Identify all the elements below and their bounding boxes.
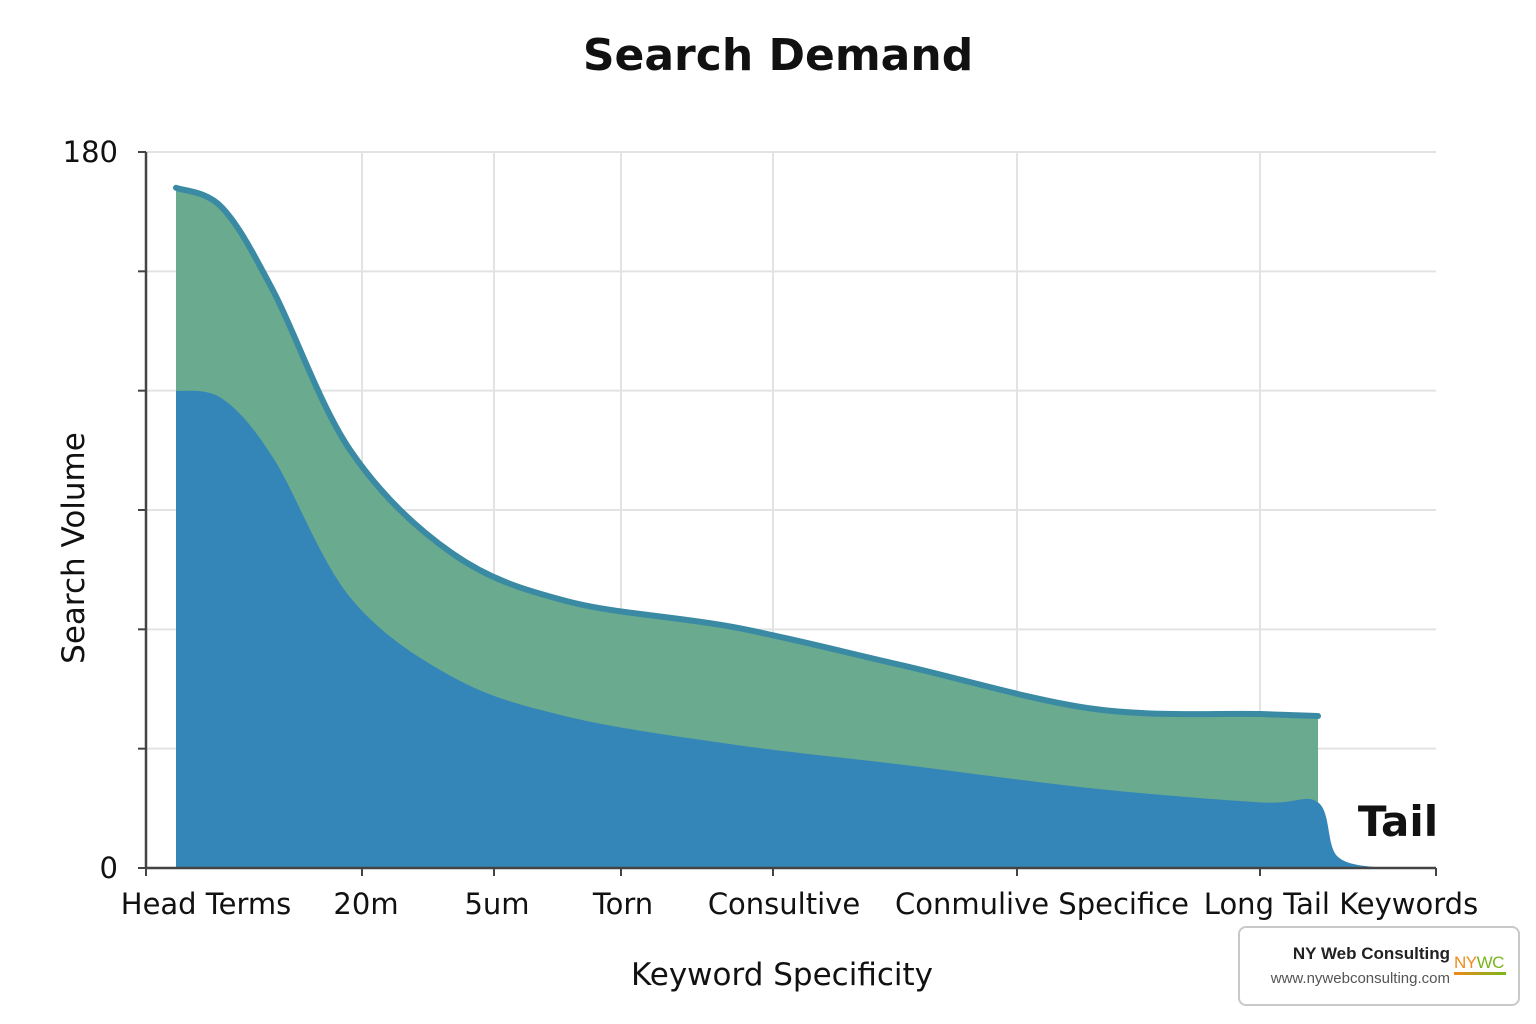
area-series (173, 184, 1383, 869)
chart-title: Search Demand (583, 30, 973, 81)
area-inner (176, 390, 1383, 868)
x-tick-label: Conmulive Specifice (895, 887, 1189, 921)
x-tick-label: Long Tail Keywords (1204, 887, 1478, 921)
x-tick-label: Head Terms (121, 887, 291, 921)
brand-card[interactable]: NY Web Consulting www.nywebconsulting.co… (1238, 926, 1520, 1006)
x-tick-label: Torn (592, 887, 653, 921)
brand-url[interactable]: www.nywebconsulting.com (1270, 970, 1450, 987)
brand-name: NY Web Consulting (1292, 944, 1450, 963)
tick-labels: 0 180 Head Terms 20m 5um Torn Consultive Conmul… (63, 135, 1479, 921)
y-axis-title: Search Volume (56, 432, 92, 664)
y-tick-label: 0 (100, 851, 118, 885)
brand-logo: NYWC (1454, 954, 1510, 980)
y-tick-label: 180 (63, 135, 118, 169)
x-tick-label: Consultive (708, 887, 860, 921)
tail-annotation: Tail (1358, 797, 1438, 846)
series-line-outer (173, 184, 1321, 720)
axes (138, 151, 1437, 876)
x-axis-title: Keyword Specificity (631, 957, 933, 993)
x-tick-label: 5um (464, 887, 529, 921)
brand-logo-underline (1454, 972, 1506, 975)
brand-logo-text: NYWC (1454, 953, 1504, 972)
x-tick-label: 20m (333, 887, 398, 921)
